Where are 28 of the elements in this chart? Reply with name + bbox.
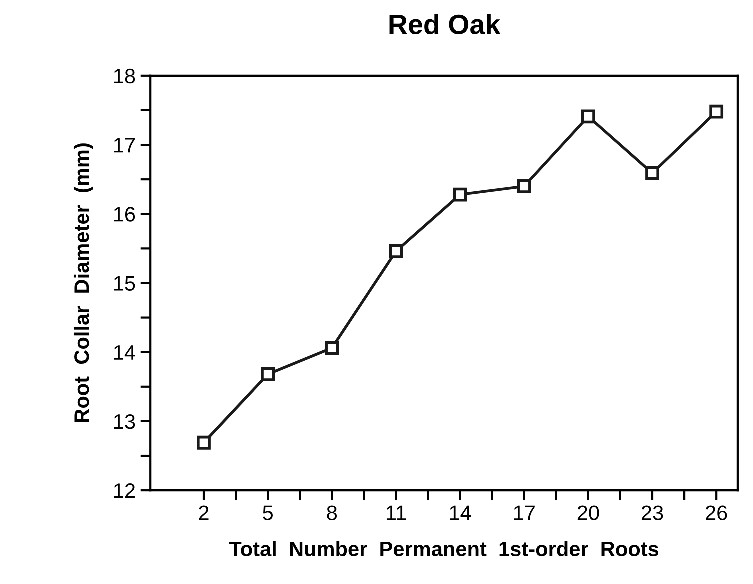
point: [261, 368, 276, 382]
y-tick-label: 18: [114, 68, 136, 84]
x-tick-label: 17: [514, 506, 535, 520]
point: [581, 110, 596, 124]
y-tick-label: 17: [114, 138, 135, 153]
point: [453, 188, 468, 202]
x-tick-label: 11: [386, 506, 406, 520]
x-tick-label: 2: [199, 506, 209, 520]
x-tick-label: 14: [450, 506, 472, 520]
y-tick-label: 14: [114, 346, 136, 360]
point: [325, 341, 340, 356]
x-tick-label: 5: [263, 506, 273, 520]
x-tick-label: 26: [706, 506, 728, 520]
x-tick-label: 8: [327, 506, 338, 520]
point: [646, 166, 660, 180]
y-tick-label: 12: [114, 484, 135, 498]
point: [389, 244, 404, 258]
point: [197, 436, 211, 450]
x-tick-label: 20: [578, 506, 600, 520]
x-tick-label: 23: [642, 506, 664, 520]
y-tick-label: 16: [114, 207, 136, 222]
y-tick-label: 15: [114, 276, 136, 291]
y-tick-label: 13: [114, 414, 136, 430]
point: [517, 180, 532, 194]
x-axis-title: Total Number Permanent 1st-order Roots: [229, 541, 659, 557]
chart-title: Red Oak: [390, 14, 501, 35]
y-axis-title: Root Collar Diameter (mm): [74, 144, 94, 422]
point: [710, 104, 724, 119]
